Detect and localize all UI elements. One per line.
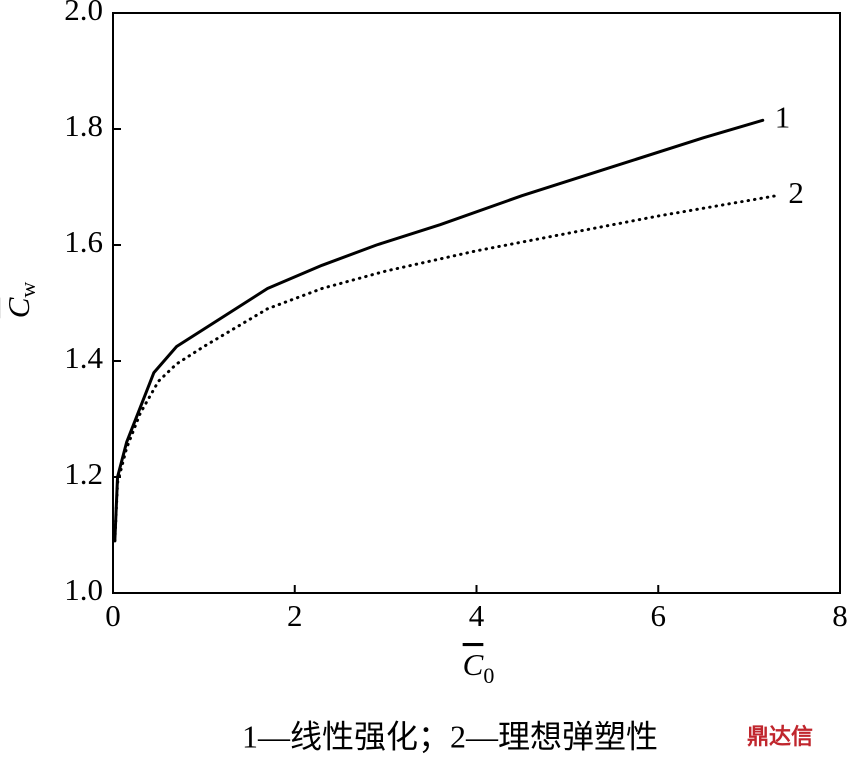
- y-label-symbol: C: [1, 297, 36, 318]
- y-axis-label: Cw: [1, 282, 40, 319]
- x-tick-label: 8: [832, 598, 848, 633]
- y-tick-label: 1.8: [64, 108, 103, 143]
- x-tick-label: 2: [287, 598, 303, 633]
- series-label: 2: [788, 175, 804, 210]
- x-tick-label: 0: [105, 598, 121, 633]
- series-label: 1: [775, 99, 791, 134]
- y-tick-label: 1.2: [64, 456, 103, 491]
- y-tick-label: 2.0: [64, 0, 103, 27]
- x-tick-label: 4: [469, 598, 485, 633]
- x-label-subscript: 0: [483, 663, 494, 688]
- y-tick-label: 1.0: [64, 572, 103, 607]
- x-tick-label: 6: [651, 598, 667, 633]
- plot-frame: [112, 12, 841, 594]
- watermark: 鼎达信: [747, 724, 813, 750]
- caption: 1—线性强化；2—理想弹塑性: [242, 718, 658, 754]
- y-tick-label: 1.6: [64, 224, 103, 259]
- x-axis-label: C0: [463, 647, 495, 688]
- series-line: [113, 118, 765, 543]
- y-tick-label: 1.4: [64, 340, 103, 375]
- x-label-symbol: C: [463, 647, 484, 682]
- y-label-subscript: w: [15, 282, 40, 298]
- series-line: [113, 194, 778, 543]
